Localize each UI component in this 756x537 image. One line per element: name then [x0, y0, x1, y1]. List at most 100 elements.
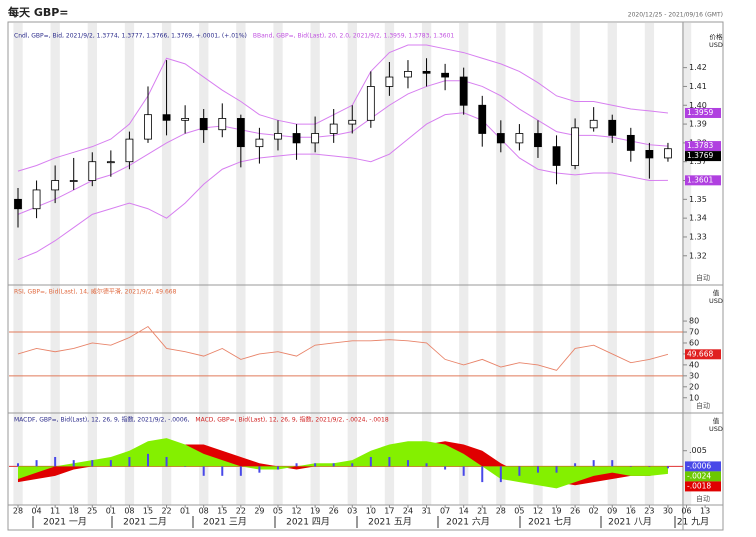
value-box-label: 1.3959 [687, 108, 713, 117]
candle-body [626, 134, 635, 151]
week-stripe [644, 23, 655, 505]
y-tick-label: 1.32 [689, 251, 707, 260]
axis-label: 值 [713, 416, 720, 425]
histogram-bar [276, 466, 279, 470]
x-tick-label: 13 [700, 507, 710, 516]
candle-body [69, 180, 78, 182]
legend-entry: MACD, GBP=, Bid(Last), 12, 26, 9, 指数, 20… [195, 416, 388, 424]
value-box-label: -.0018 [687, 481, 711, 490]
legend-entry: MACDF, GBP=, Bid(Last), 12, 26, 9, 指数, 2… [14, 416, 190, 424]
histogram-bar [406, 460, 409, 467]
month-label: 2021 三月 [203, 517, 247, 528]
value-box [685, 141, 721, 152]
x-tick-label: 19 [551, 507, 561, 516]
y-tick-label: 60 [689, 338, 699, 347]
histogram-bar [202, 466, 205, 476]
x-tick-label: 26 [329, 507, 339, 516]
x-tick-label: 12 [291, 507, 301, 516]
histogram-bar [221, 466, 224, 476]
auto-button[interactable]: 自动 [696, 401, 710, 410]
value-box [685, 471, 721, 482]
week-stripe [273, 23, 283, 505]
candle-body [552, 146, 561, 166]
x-tick-label: 11 [50, 507, 60, 516]
x-tick-label: 15 [217, 507, 227, 516]
histogram-bar [146, 453, 149, 467]
candle-body [571, 127, 579, 166]
x-tick-label: 22 [236, 507, 246, 516]
histogram-bar [462, 466, 465, 476]
candle-body [311, 133, 320, 144]
month-label: 2021 四月 [286, 517, 330, 528]
histogram-bar [666, 466, 669, 469]
histogram-bar [369, 456, 372, 467]
candle-body [125, 138, 134, 163]
candle-body [589, 119, 598, 129]
x-tick-label: 10 [366, 507, 376, 516]
x-tick-label: 05 [514, 507, 524, 516]
candle-body [534, 133, 542, 148]
x-tick-label: 31 [421, 507, 431, 516]
axis-label: USD [709, 41, 723, 49]
axis-label: 值 [713, 288, 720, 297]
week-stripe [236, 23, 246, 505]
x-tick-label: 21 [477, 507, 487, 516]
auto-button[interactable]: 自动 [696, 273, 710, 282]
week-stripe [124, 23, 135, 505]
value-box-label: -.0006 [687, 461, 711, 470]
week-stripe [421, 23, 432, 505]
x-tick-label: 06 [681, 507, 691, 516]
x-tick-label: 29 [254, 507, 264, 516]
chart-title: 每天 GBP= [8, 5, 69, 19]
candle-body [664, 148, 672, 159]
legend-entry: Cndl, GBP=, Bid, 2021/9/2, 1.3774, 1.377… [14, 33, 247, 40]
bollinger-band [17, 80, 668, 215]
x-tick-label: 28 [496, 507, 506, 516]
value-box-label: 1.3783 [687, 141, 713, 150]
y-tick-label: 30 [689, 371, 699, 380]
x-tick-label: 07 [440, 507, 450, 516]
auto-button[interactable]: 自动 [696, 494, 710, 503]
y-tick-label: 80 [689, 317, 699, 326]
x-tick-label: 02 [589, 507, 599, 516]
bollinger-band [17, 112, 668, 261]
histogram-bar [351, 463, 354, 467]
candle-body [441, 72, 450, 78]
axis-label: USD [709, 297, 723, 305]
value-box-label: 49.668 [687, 349, 713, 358]
candle-body [32, 189, 41, 210]
y-tick-label: 70 [689, 328, 699, 337]
candle-body [181, 118, 190, 121]
month-label: 2021 六月 [446, 516, 490, 528]
x-tick-label: 15 [143, 507, 153, 516]
week-stripe [310, 23, 320, 505]
x-tick-label: 04 [31, 507, 41, 516]
histogram-bar [332, 463, 335, 467]
week-stripe [161, 23, 172, 505]
value-box [685, 107, 721, 118]
candle-body [255, 138, 264, 148]
histogram-bar [499, 466, 502, 483]
candle-body [329, 123, 338, 134]
week-stripe [87, 23, 97, 505]
candle-body [404, 70, 412, 78]
y-tick-label: 1.35 [689, 195, 707, 204]
y-tick-label: 40 [689, 360, 699, 369]
week-stripe [459, 23, 469, 505]
candle-body [51, 180, 60, 191]
month-label: 21 九月 [677, 517, 709, 528]
x-tick-label: 17 [384, 507, 394, 516]
candle-body [608, 119, 617, 136]
x-tick-label: 22 [161, 507, 171, 516]
histogram-bar [536, 466, 539, 473]
candle-body [385, 76, 394, 87]
week-stripe [533, 23, 543, 505]
x-tick-label: 28 [13, 507, 23, 516]
indicator-line [17, 325, 669, 371]
week-stripe [13, 23, 23, 505]
week-stripe [199, 23, 209, 505]
y-tick-label: 1.34 [689, 214, 707, 223]
value-box-label: 1.3601 [687, 175, 713, 184]
histogram-bar [592, 460, 595, 467]
x-tick-label: 30 [663, 507, 673, 516]
